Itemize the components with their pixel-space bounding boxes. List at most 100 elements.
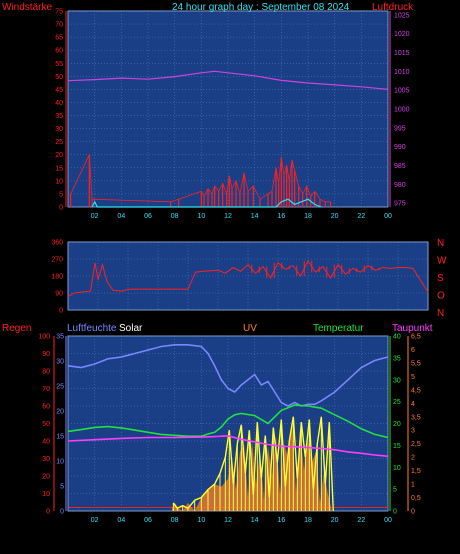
uv-tick-label: 0,5 <box>411 495 421 502</box>
pressure-tick-label: 1015 <box>394 50 410 57</box>
pressure-tick-label: 990 <box>394 144 406 151</box>
gust-line <box>91 198 322 208</box>
climate-x-ticks: 02 04 06 08 10 12 14 16 18 20 22 00 <box>91 517 392 524</box>
x-tick-label: 04 <box>117 213 125 220</box>
rain-tick-label: 100 <box>38 334 50 341</box>
x-tick-label: 12 <box>224 517 232 524</box>
pressure-line <box>67 70 389 90</box>
x-tick-label: 08 <box>171 213 179 220</box>
rain-tick-label: 60 <box>42 404 50 411</box>
rain-tick-label: 0 <box>46 509 50 516</box>
direction-tick-label: 0 <box>59 308 63 315</box>
humidity-tick-label: 0 <box>60 509 64 516</box>
wind-tick-label: 25 <box>55 139 63 146</box>
uv-tick-label: 4 <box>411 401 415 408</box>
rain-tick-label: 90 <box>42 351 50 358</box>
x-tick-label: 00 <box>384 517 392 524</box>
uv-tick-label: 1,5 <box>411 468 421 475</box>
wind-line <box>70 154 331 203</box>
humidity-label: Luftfeuchte <box>67 323 117 334</box>
direction-tick-label: 90 <box>55 291 63 298</box>
wind-pressure-x-ticks: 02 04 06 08 10 12 14 16 18 20 22 00 <box>91 213 392 220</box>
rain-tick-label: 40 <box>42 439 50 446</box>
uv-tick-label: 6,5 <box>411 334 421 341</box>
direction-tick-label: 360 <box>51 240 63 247</box>
uv-tick-label: 2,5 <box>411 441 421 448</box>
x-tick-label: 12 <box>224 213 232 220</box>
uv-tick-label: 6 <box>411 347 415 354</box>
pressure-axis-ticks: 975 980 985 990 995 1000 1005 1010 1015 1020 1025 <box>394 12 410 207</box>
x-tick-label: 20 <box>331 213 339 220</box>
uv-tick-label: 5,5 <box>411 360 421 367</box>
wind-tick-label: 15 <box>55 165 63 172</box>
uv-tick-label: 3,5 <box>411 414 421 421</box>
uv-tick-label: 0 <box>411 509 415 516</box>
wind-axis-label: Windstärke <box>2 2 52 13</box>
wind-tick-label: 55 <box>55 61 63 68</box>
wind-tick-label: 30 <box>55 126 63 133</box>
rain-tick-label: 10 <box>42 491 50 498</box>
uv-tick-label: 1 <box>411 482 415 489</box>
humidity-tick-label: 5 <box>60 484 64 491</box>
temperature-tick-label: 25 <box>393 399 401 406</box>
solar-line <box>172 416 334 512</box>
wind-tick-label: 70 <box>55 22 63 29</box>
temperature-label: Temperatur <box>313 323 364 334</box>
dewpoint-label: Taupunkt <box>392 323 433 334</box>
uv-tick-label: 3 <box>411 428 415 435</box>
humidity-tick-label: 20 <box>56 409 64 416</box>
wind-tick-label: 75 <box>55 9 63 16</box>
x-tick-label: 18 <box>304 213 312 220</box>
wind-pressure-series <box>67 70 389 208</box>
climate-panel: 0102030405060708090100051015202530350510… <box>2 323 433 524</box>
pressure-tick-label: 1020 <box>394 31 410 38</box>
temperature-tick-label: 40 <box>393 334 401 341</box>
direction-letter: S <box>437 273 444 284</box>
x-tick-label: 14 <box>251 213 259 220</box>
wind-tick-label: 60 <box>55 48 63 55</box>
pressure-tick-label: 985 <box>394 163 406 170</box>
x-tick-label: 22 <box>357 517 365 524</box>
x-tick-label: 02 <box>91 213 99 220</box>
x-tick-label: 20 <box>331 517 339 524</box>
wind-pressure-grid <box>68 10 389 208</box>
climate-axis-ticks: 0102030405060708090100051015202530350510… <box>38 334 421 516</box>
x-tick-label: 10 <box>197 517 205 524</box>
wind-axis-ticks: 0 5 10 15 20 25 30 35 40 45 50 55 60 65 70 75 <box>55 9 63 212</box>
uv-tick-label: 5 <box>411 374 415 381</box>
temperature-tick-label: 0 <box>393 509 397 516</box>
pressure-tick-label: 1010 <box>394 69 410 76</box>
pressure-tick-label: 975 <box>394 201 406 208</box>
x-tick-label: 16 <box>277 213 285 220</box>
climate-series <box>67 344 389 512</box>
x-tick-label: 14 <box>251 517 259 524</box>
pressure-tick-label: 1025 <box>394 12 410 19</box>
temperature-line <box>67 404 389 439</box>
page-title: 24 hour graph day : September 08 2024 <box>172 2 350 13</box>
wind-tick-label: 20 <box>55 152 63 159</box>
temperature-tick-label: 5 <box>393 487 397 494</box>
direction-letter: O <box>437 291 445 302</box>
x-tick-label: 10 <box>197 213 205 220</box>
x-tick-label: 06 <box>144 517 152 524</box>
x-tick-label: 02 <box>91 517 99 524</box>
pressure-tick-label: 1000 <box>394 107 410 114</box>
x-tick-label: 18 <box>304 517 312 524</box>
direction-letter: W <box>437 256 447 267</box>
rain-tick-label: 50 <box>42 421 50 428</box>
rain-tick-label: 30 <box>42 456 50 463</box>
direction-letter: N <box>437 238 444 249</box>
temperature-tick-label: 15 <box>393 443 401 450</box>
wind-tick-label: 45 <box>55 87 63 94</box>
wind-tick-label: 10 <box>55 178 63 185</box>
uv-tick-label: 2 <box>411 455 415 462</box>
wind-tick-label: 50 <box>55 74 63 81</box>
rain-label: Regen <box>2 323 31 334</box>
wind-tick-label: 35 <box>55 113 63 120</box>
humidity-tick-label: 35 <box>56 334 64 341</box>
wind-tick-label: 0 <box>59 205 63 212</box>
temperature-tick-label: 30 <box>393 377 401 384</box>
